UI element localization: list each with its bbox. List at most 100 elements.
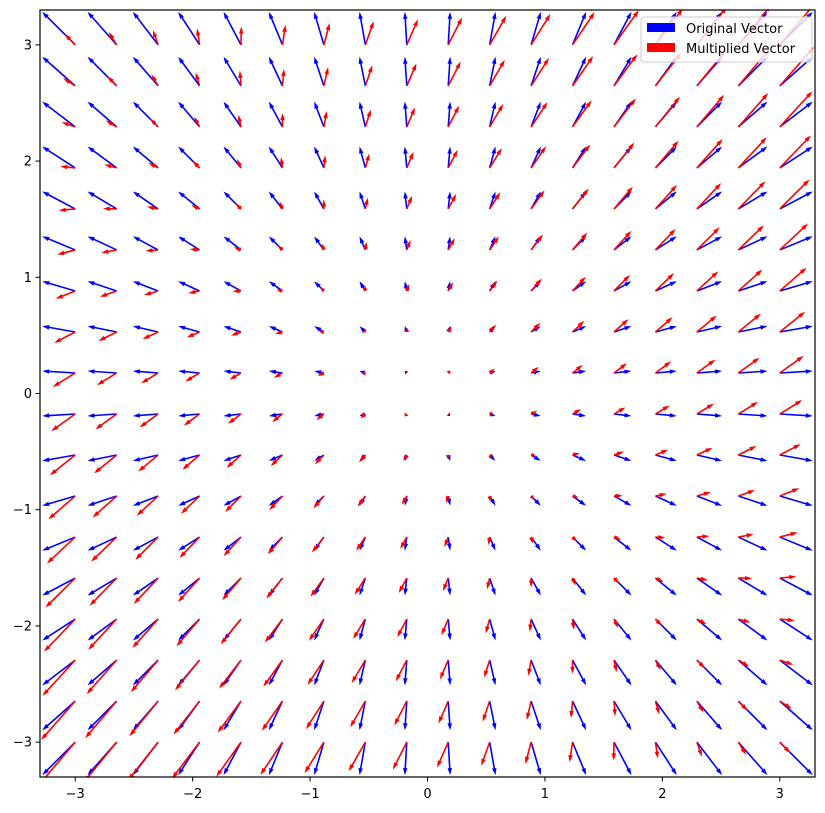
multiplied-vector-arrow — [278, 245, 284, 252]
original-vector-arrow — [404, 281, 409, 292]
multiplied-vector-arrow — [55, 290, 76, 299]
multiplied-vector-arrow — [572, 365, 583, 374]
multiplied-vector-arrow — [572, 452, 580, 458]
multiplied-vector-arrow — [323, 111, 328, 128]
multiplied-vector-arrow — [655, 535, 666, 540]
original-vector-arrow — [654, 741, 677, 776]
original-vector-arrow — [654, 577, 677, 596]
original-vector-arrow — [132, 56, 159, 87]
original-vector-arrow — [447, 56, 452, 86]
multiplied-vector-arrow — [737, 269, 763, 292]
multiplied-vector-arrow — [528, 578, 534, 588]
multiplied-vector-arrow — [192, 160, 201, 169]
original-vector-arrow — [178, 325, 200, 333]
original-vector-arrow — [314, 56, 325, 87]
original-vector-arrow — [779, 369, 813, 374]
multiplied-vector-arrow — [185, 372, 200, 382]
original-vector-arrow — [696, 618, 723, 641]
original-vector-arrow — [132, 536, 159, 551]
original-vector-arrow — [571, 56, 587, 87]
original-vector-arrow — [132, 369, 159, 374]
original-vector-arrow — [571, 577, 587, 596]
original-vector-arrow — [268, 659, 284, 686]
multiplied-vector-arrow — [44, 741, 76, 777]
multiplied-vector-arrow — [569, 701, 574, 719]
multiplied-vector-arrow — [655, 492, 667, 498]
multiplied-vector-arrow — [696, 359, 716, 374]
multiplied-vector-arrow — [91, 536, 118, 562]
original-vector-arrow — [268, 495, 283, 506]
original-vector-arrow — [223, 412, 242, 418]
original-vector-arrow — [223, 236, 242, 251]
original-vector-arrow — [572, 326, 587, 333]
multiplied-vector-arrow — [179, 536, 201, 558]
original-vector-arrow — [87, 369, 117, 374]
original-vector-arrow — [696, 413, 723, 418]
multiplied-vector-arrow — [101, 249, 117, 254]
multiplied-vector-arrow — [444, 536, 450, 548]
multiplied-vector-arrow — [64, 33, 76, 46]
multiplied-vector-arrow — [779, 488, 800, 497]
original-vector-arrow — [87, 618, 118, 641]
multiplied-vector-arrow — [572, 493, 579, 499]
multiplied-vector-arrow — [356, 536, 366, 551]
multiplied-vector-arrow — [737, 741, 747, 755]
multiplied-vector-arrow — [654, 361, 672, 374]
multiplied-vector-arrow — [572, 409, 582, 415]
multiplied-vector-arrow — [226, 454, 242, 468]
multiplied-vector-arrow — [85, 700, 118, 739]
y-tick-label: 3 — [24, 38, 32, 53]
original-vector-arrow — [530, 11, 541, 46]
multiplied-vector-arrow — [570, 618, 576, 630]
original-vector-arrow — [447, 11, 452, 45]
multiplied-vector-arrow — [779, 617, 795, 623]
original-vector-arrow — [314, 741, 325, 776]
multiplied-vector-arrow — [148, 162, 159, 169]
original-vector-arrow — [613, 326, 632, 333]
multiplied-vector-arrow — [613, 10, 639, 46]
original-vector-arrow — [572, 495, 587, 506]
multiplied-vector-arrow — [263, 659, 284, 687]
original-vector-arrow — [42, 325, 76, 333]
multiplied-vector-arrow — [354, 577, 367, 595]
multiplied-vector-arrow — [45, 577, 76, 608]
multiplied-vector-arrow — [613, 98, 636, 128]
multiplied-vector-arrow — [571, 232, 588, 251]
multiplied-vector-arrow — [229, 372, 242, 380]
y-tick-label: 0 — [24, 387, 32, 402]
original-vector-arrow — [42, 56, 76, 87]
original-vector-arrow — [737, 191, 768, 210]
original-vector-arrow — [571, 700, 587, 731]
multiplied-vector-arrow — [150, 118, 159, 128]
original-vector-arrow — [696, 495, 723, 506]
original-vector-arrow — [178, 101, 201, 128]
multiplied-vector-arrow — [275, 329, 283, 335]
multiplied-vector-arrow — [404, 284, 410, 292]
multiplied-vector-arrow — [779, 444, 801, 456]
multiplied-vector-arrow — [737, 313, 761, 333]
multiplied-vector-arrow — [482, 700, 491, 722]
multiplied-vector-arrow — [359, 454, 366, 463]
multiplied-vector-arrow — [152, 30, 159, 46]
multiplied-vector-arrow — [88, 618, 118, 650]
multiplied-vector-arrow — [308, 618, 325, 641]
original-vector-arrow — [613, 11, 632, 46]
multiplied-vector-arrow — [696, 534, 710, 539]
multiplied-vector-arrow — [447, 194, 457, 210]
multiplied-vector-arrow — [779, 741, 791, 754]
multiplied-vector-arrow — [320, 287, 326, 293]
multiplied-vector-arrow — [144, 290, 159, 296]
multiplied-vector-arrow — [406, 195, 413, 210]
original-vector-arrow — [403, 619, 408, 641]
multiplied-vector-arrow — [195, 28, 201, 45]
original-vector-arrow — [359, 577, 367, 596]
multiplied-vector-arrow — [611, 742, 617, 761]
original-vector-arrow — [268, 454, 283, 461]
multiplied-vector-arrow — [52, 372, 76, 387]
multiplied-vector-arrow — [99, 290, 117, 297]
multiplied-vector-arrow — [779, 574, 797, 580]
multiplied-vector-arrow — [48, 495, 76, 520]
original-vector-arrow — [530, 370, 541, 375]
multiplied-vector-arrow — [108, 32, 118, 46]
original-vector-arrow — [613, 281, 632, 292]
